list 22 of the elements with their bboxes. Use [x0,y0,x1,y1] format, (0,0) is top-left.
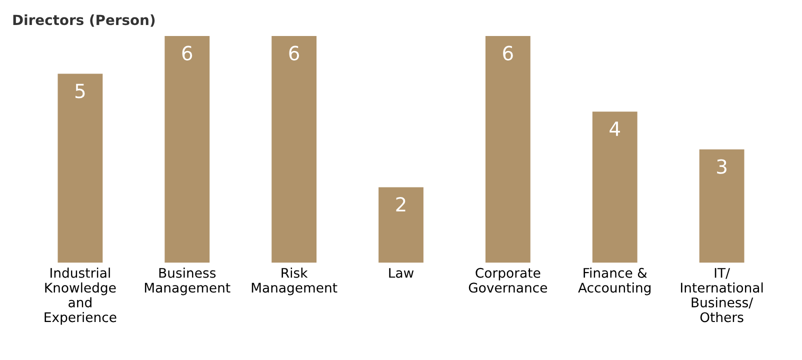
data-label: 6 [289,46,300,60]
bar [485,36,530,263]
bar [164,36,210,263]
bar [272,36,317,263]
data-label: 6 [182,46,192,60]
x-tick-label: Risk Management [252,268,338,296]
x-tick-label: Corporate Governance [468,268,548,293]
chart-title: Directors (Person) [13,14,155,27]
data-label: 6 [503,46,513,60]
bar [699,149,744,263]
x-tick-label: IT/ International Business/ Others [680,268,763,322]
data-label: 4 [610,122,620,136]
data-label: 3 [717,159,726,174]
x-tick-label: Law [389,268,414,278]
x-tick-label: Industrial Knowledge and Experience [44,268,116,325]
data-label: 2 [396,196,406,212]
x-tick-label: Finance & Accounting [578,268,651,296]
data-label: 5 [76,84,85,98]
bar [58,74,103,263]
bar [592,112,638,263]
x-tick-label: Business Management [144,268,230,296]
bar [378,187,424,263]
